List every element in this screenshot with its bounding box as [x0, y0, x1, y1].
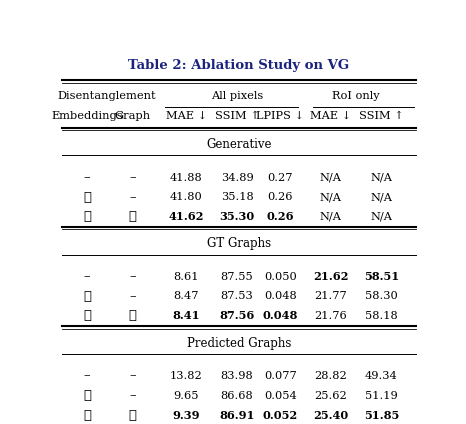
Text: 8.41: 8.41 — [172, 310, 200, 321]
Text: 9.39: 9.39 — [173, 410, 200, 421]
Text: –: – — [129, 389, 136, 402]
Text: 25.62: 25.62 — [315, 391, 347, 401]
Text: –: – — [84, 271, 90, 283]
Text: ✓: ✓ — [83, 389, 91, 402]
Text: 87.55: 87.55 — [220, 272, 254, 282]
Text: LPIPS ↓: LPIPS ↓ — [256, 111, 304, 121]
Text: N/A: N/A — [370, 192, 392, 202]
Text: 21.77: 21.77 — [315, 291, 347, 301]
Text: ✓: ✓ — [128, 409, 136, 422]
Text: –: – — [84, 370, 90, 382]
Text: 8.61: 8.61 — [174, 272, 199, 282]
Text: MAE ↓: MAE ↓ — [310, 111, 351, 121]
Text: –: – — [129, 370, 136, 382]
Text: Predicted Graphs: Predicted Graphs — [187, 337, 291, 349]
Text: N/A: N/A — [370, 212, 392, 222]
Text: 41.88: 41.88 — [170, 173, 203, 183]
Text: All pixels: All pixels — [211, 91, 263, 101]
Text: N/A: N/A — [320, 212, 342, 222]
Text: ✓: ✓ — [128, 210, 136, 223]
Text: Disentanglement: Disentanglement — [58, 91, 156, 101]
Text: GT Graphs: GT Graphs — [207, 237, 271, 250]
Text: –: – — [84, 171, 90, 184]
Text: 87.53: 87.53 — [220, 291, 254, 301]
Text: ✓: ✓ — [83, 191, 91, 204]
Text: ✓: ✓ — [83, 290, 91, 303]
Text: 0.26: 0.26 — [267, 211, 294, 222]
Text: 21.62: 21.62 — [313, 271, 349, 282]
Text: 9.65: 9.65 — [174, 391, 199, 401]
Text: 0.077: 0.077 — [264, 371, 297, 381]
Text: 0.26: 0.26 — [267, 192, 293, 202]
Text: 13.82: 13.82 — [170, 371, 203, 381]
Text: 21.76: 21.76 — [315, 311, 347, 321]
Text: –: – — [129, 171, 136, 184]
Text: 51.85: 51.85 — [364, 410, 399, 421]
Text: 87.56: 87.56 — [219, 310, 254, 321]
Text: 41.62: 41.62 — [169, 211, 204, 222]
Text: ✓: ✓ — [83, 310, 91, 323]
Text: 0.054: 0.054 — [264, 391, 297, 401]
Text: ✓: ✓ — [128, 310, 136, 323]
Text: 58.30: 58.30 — [365, 291, 398, 301]
Text: –: – — [129, 191, 136, 204]
Text: –: – — [129, 290, 136, 303]
Text: 35.30: 35.30 — [219, 211, 254, 222]
Text: 51.19: 51.19 — [365, 391, 398, 401]
Text: SSIM ↑: SSIM ↑ — [359, 111, 404, 121]
Text: ✓: ✓ — [83, 210, 91, 223]
Text: MAE ↓: MAE ↓ — [166, 111, 207, 121]
Text: 28.82: 28.82 — [315, 371, 347, 381]
Text: N/A: N/A — [320, 192, 342, 202]
Text: 0.052: 0.052 — [263, 410, 298, 421]
Text: 0.048: 0.048 — [264, 291, 297, 301]
Text: 0.27: 0.27 — [267, 173, 293, 183]
Text: Embeddings: Embeddings — [51, 111, 123, 121]
Text: Graph: Graph — [114, 111, 151, 121]
Text: RoI only: RoI only — [332, 91, 380, 101]
Text: 86.91: 86.91 — [219, 410, 255, 421]
Text: 8.47: 8.47 — [174, 291, 199, 301]
Text: 0.050: 0.050 — [264, 272, 297, 282]
Text: 34.89: 34.89 — [220, 173, 254, 183]
Text: SSIM ↑: SSIM ↑ — [215, 111, 260, 121]
Text: ✓: ✓ — [83, 409, 91, 422]
Text: 41.80: 41.80 — [170, 192, 203, 202]
Text: 35.18: 35.18 — [220, 192, 254, 202]
Text: –: – — [129, 271, 136, 283]
Text: Table 2: Ablation Study on VG: Table 2: Ablation Study on VG — [128, 59, 350, 72]
Text: N/A: N/A — [320, 173, 342, 183]
Text: N/A: N/A — [370, 173, 392, 183]
Text: 86.68: 86.68 — [220, 391, 254, 401]
Text: 0.048: 0.048 — [263, 310, 298, 321]
Text: 83.98: 83.98 — [220, 371, 254, 381]
Text: 25.40: 25.40 — [313, 410, 349, 421]
Text: 58.18: 58.18 — [365, 311, 398, 321]
Text: 58.51: 58.51 — [364, 271, 399, 282]
Text: 49.34: 49.34 — [365, 371, 398, 381]
Text: Generative: Generative — [206, 138, 272, 151]
